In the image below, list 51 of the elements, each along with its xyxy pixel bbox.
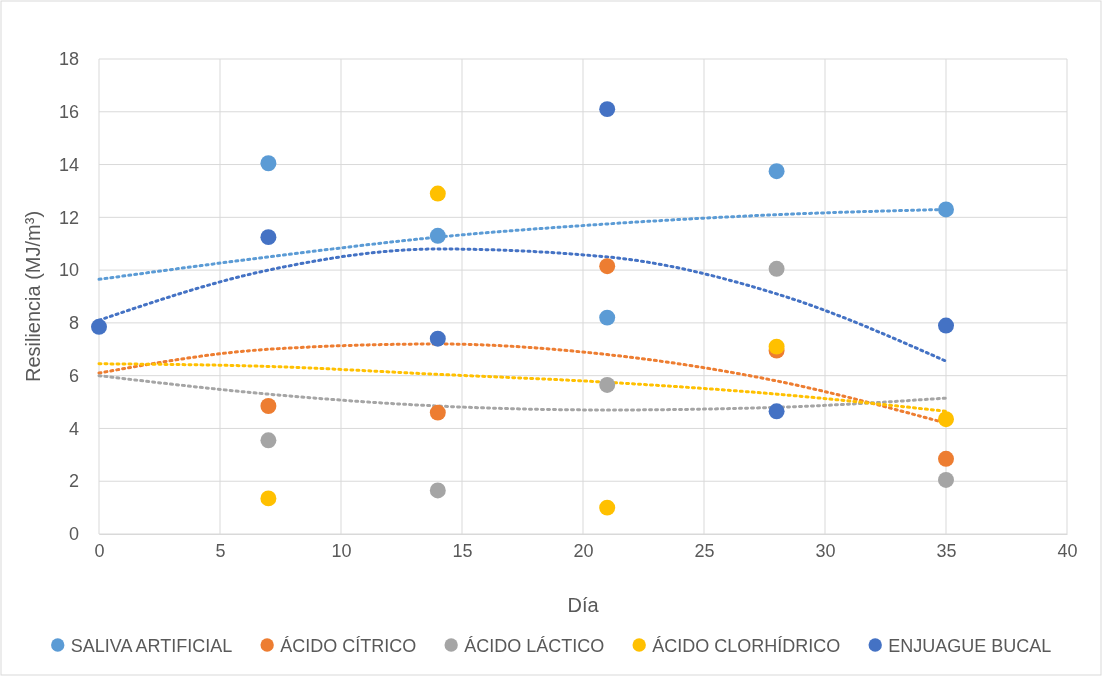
point (938, 411, 954, 428)
x-tick-label: 20 (573, 540, 594, 561)
point (938, 471, 954, 488)
x-tick-label: 35 (936, 540, 957, 561)
y-axis-title: Resiliencia (MJ/m³) (22, 210, 44, 383)
point (768, 338, 785, 355)
y-tick-label: 4 (68, 418, 79, 439)
y-tick-label: 6 (68, 365, 79, 386)
legend-label: SALIVA ARTIFICIAL (70, 636, 233, 656)
point (260, 490, 277, 507)
legend-label: ÁCIDO CÍTRICO (280, 636, 417, 656)
point (429, 185, 446, 202)
point (429, 227, 446, 244)
y-tick-label: 16 (58, 102, 79, 123)
y-tick-label: 18 (58, 49, 79, 70)
point (260, 229, 277, 246)
point (768, 163, 785, 180)
x-axis-title: Día (567, 594, 600, 616)
x-tick-label: 40 (1057, 540, 1078, 561)
y-tick-label: 10 (58, 260, 79, 281)
legend-label: ENJUAGUE BUCAL (888, 636, 1052, 656)
legend-label: ÁCIDO CLORHÍDRICO (652, 636, 841, 656)
point (260, 155, 277, 172)
point (260, 432, 277, 449)
point (938, 201, 954, 218)
point (599, 309, 616, 326)
point (768, 403, 785, 420)
y-tick-label: 8 (68, 313, 79, 334)
point (599, 258, 616, 275)
legend-label: ÁCIDO LÁCTICO (464, 636, 605, 656)
point (938, 317, 954, 334)
x-tick-label: 5 (215, 540, 226, 561)
y-tick-label: 2 (68, 471, 79, 492)
x-tick-label: 30 (815, 540, 836, 561)
y-tick-label: 14 (58, 154, 79, 175)
x-tick-label: 15 (452, 540, 473, 561)
point (429, 330, 446, 347)
point (599, 376, 616, 393)
point (768, 260, 785, 277)
x-tick-label: 10 (331, 540, 352, 561)
point (938, 450, 954, 467)
point (91, 318, 107, 335)
y-tick-label: 0 (68, 524, 79, 545)
point (429, 482, 446, 499)
x-tick-label: 0 (94, 540, 105, 561)
point (429, 404, 446, 421)
y-tick-label: 12 (58, 207, 79, 228)
point (599, 101, 616, 118)
point (260, 398, 277, 414)
point (599, 499, 616, 516)
x-tick-label: 25 (694, 540, 715, 561)
